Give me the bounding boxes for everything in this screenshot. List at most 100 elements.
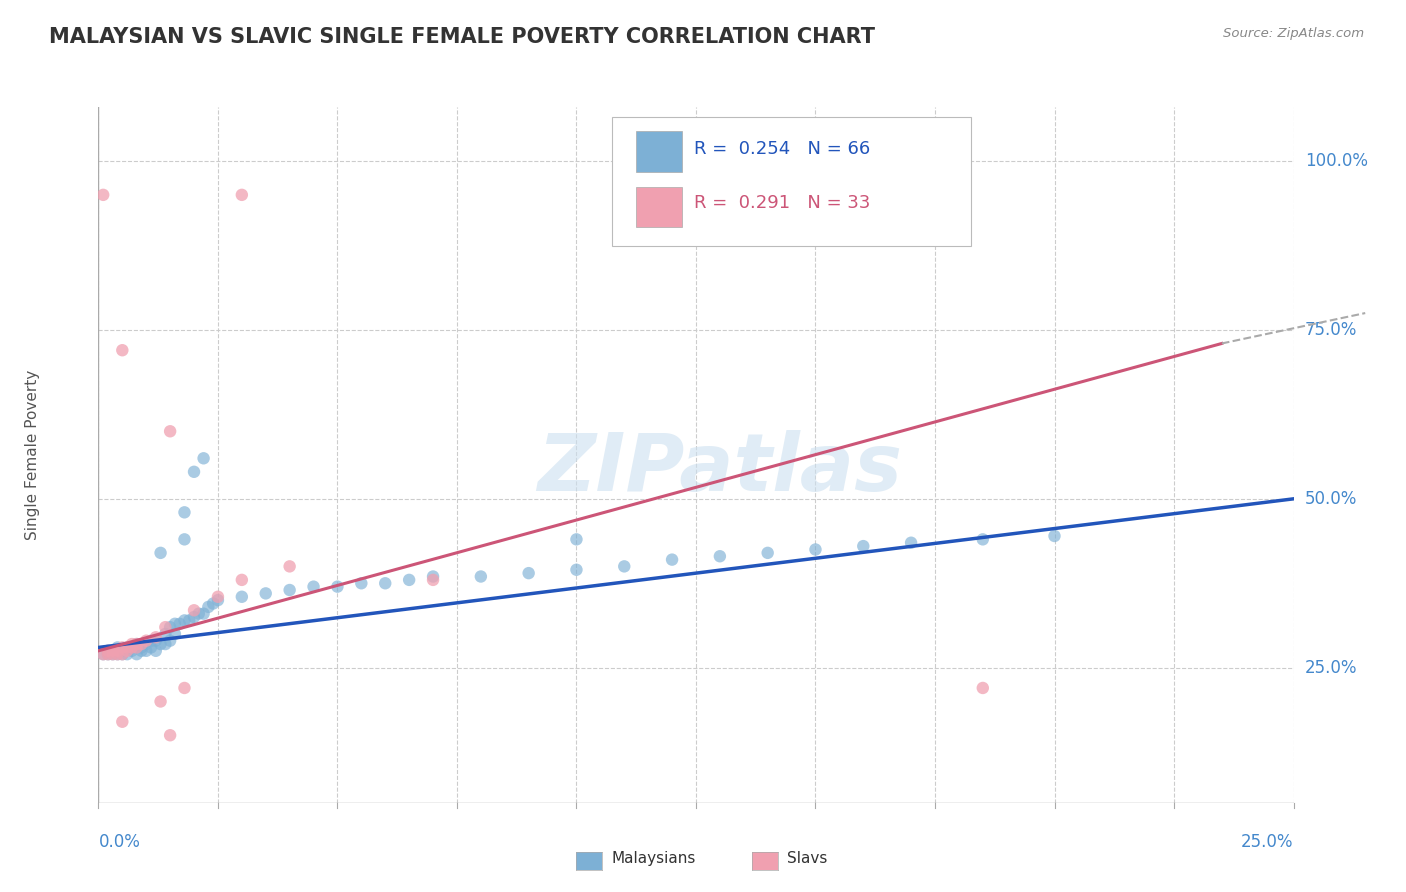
Bar xyxy=(636,187,682,227)
Point xyxy=(155,627,177,641)
Text: R =  0.254   N = 66: R = 0.254 N = 66 xyxy=(693,140,870,158)
Point xyxy=(193,607,215,621)
Point xyxy=(101,647,124,661)
Point xyxy=(173,614,195,628)
Point xyxy=(97,644,120,658)
Text: 25.0%: 25.0% xyxy=(1241,833,1294,851)
Point xyxy=(207,590,229,604)
Point xyxy=(350,576,373,591)
FancyBboxPatch shape xyxy=(612,118,970,246)
Point xyxy=(111,714,134,729)
Point xyxy=(139,640,162,655)
Point xyxy=(159,424,181,438)
Point xyxy=(111,343,134,358)
Point xyxy=(107,647,129,661)
Point xyxy=(709,549,731,564)
Point xyxy=(163,627,186,641)
Bar xyxy=(636,131,682,172)
Point xyxy=(231,573,253,587)
Point xyxy=(149,637,172,651)
Point xyxy=(101,644,124,658)
Point xyxy=(470,569,492,583)
Point xyxy=(202,597,225,611)
Point xyxy=(155,637,177,651)
Point xyxy=(565,563,588,577)
Point xyxy=(278,582,301,597)
Point xyxy=(111,640,134,655)
Text: Malaysians: Malaysians xyxy=(612,851,696,865)
Text: Single Female Poverty: Single Female Poverty xyxy=(25,370,41,540)
Point xyxy=(145,633,167,648)
Point xyxy=(115,647,138,661)
Point xyxy=(131,640,153,655)
Point xyxy=(145,644,167,658)
Point xyxy=(107,644,129,658)
Point xyxy=(326,580,349,594)
Point xyxy=(374,576,396,591)
Point xyxy=(173,505,195,519)
Point xyxy=(163,616,186,631)
Point xyxy=(121,640,143,655)
Point xyxy=(187,607,209,621)
Point xyxy=(613,559,636,574)
Point xyxy=(661,552,683,566)
Text: 75.0%: 75.0% xyxy=(1305,321,1357,339)
Point xyxy=(107,647,129,661)
Text: R =  0.291   N = 33: R = 0.291 N = 33 xyxy=(693,194,870,212)
Point xyxy=(91,647,114,661)
Point xyxy=(254,586,277,600)
Point xyxy=(169,616,191,631)
Point xyxy=(101,647,124,661)
Text: Slavs: Slavs xyxy=(787,851,828,865)
Point xyxy=(111,644,134,658)
Point xyxy=(125,647,148,661)
Point xyxy=(207,593,229,607)
Point xyxy=(183,603,205,617)
Point xyxy=(756,546,779,560)
Point xyxy=(422,573,444,587)
Point xyxy=(804,542,827,557)
Point xyxy=(159,633,181,648)
Text: ZIPatlas: ZIPatlas xyxy=(537,430,903,508)
Point xyxy=(302,580,325,594)
Point xyxy=(565,533,588,547)
Point xyxy=(125,637,148,651)
Point xyxy=(972,533,994,547)
Point xyxy=(97,647,120,661)
Point xyxy=(135,633,157,648)
Point xyxy=(278,559,301,574)
Point xyxy=(900,535,922,549)
Point xyxy=(131,644,153,658)
Point xyxy=(91,187,114,202)
Point xyxy=(115,644,138,658)
Point xyxy=(197,599,219,614)
Point xyxy=(121,644,143,658)
Point xyxy=(107,640,129,655)
Point xyxy=(193,451,215,466)
Text: 25.0%: 25.0% xyxy=(1305,658,1357,677)
Point xyxy=(155,620,177,634)
Point xyxy=(125,637,148,651)
Point xyxy=(149,694,172,708)
Point xyxy=(517,566,540,581)
Point xyxy=(131,637,153,651)
Text: MALAYSIAN VS SLAVIC SINGLE FEMALE POVERTY CORRELATION CHART: MALAYSIAN VS SLAVIC SINGLE FEMALE POVERT… xyxy=(49,27,875,46)
Point xyxy=(1043,529,1066,543)
Point xyxy=(159,728,181,742)
Point xyxy=(183,465,205,479)
Point xyxy=(97,647,120,661)
Point xyxy=(91,647,114,661)
Point xyxy=(852,539,875,553)
Point xyxy=(173,533,195,547)
Point xyxy=(111,647,134,661)
Point xyxy=(125,640,148,655)
Text: 0.0%: 0.0% xyxy=(98,833,141,851)
Point xyxy=(173,681,195,695)
Point xyxy=(139,633,162,648)
Point xyxy=(183,610,205,624)
Text: 100.0%: 100.0% xyxy=(1305,152,1368,170)
Point xyxy=(111,647,134,661)
Point xyxy=(398,573,420,587)
Point xyxy=(231,187,253,202)
Point xyxy=(231,590,253,604)
